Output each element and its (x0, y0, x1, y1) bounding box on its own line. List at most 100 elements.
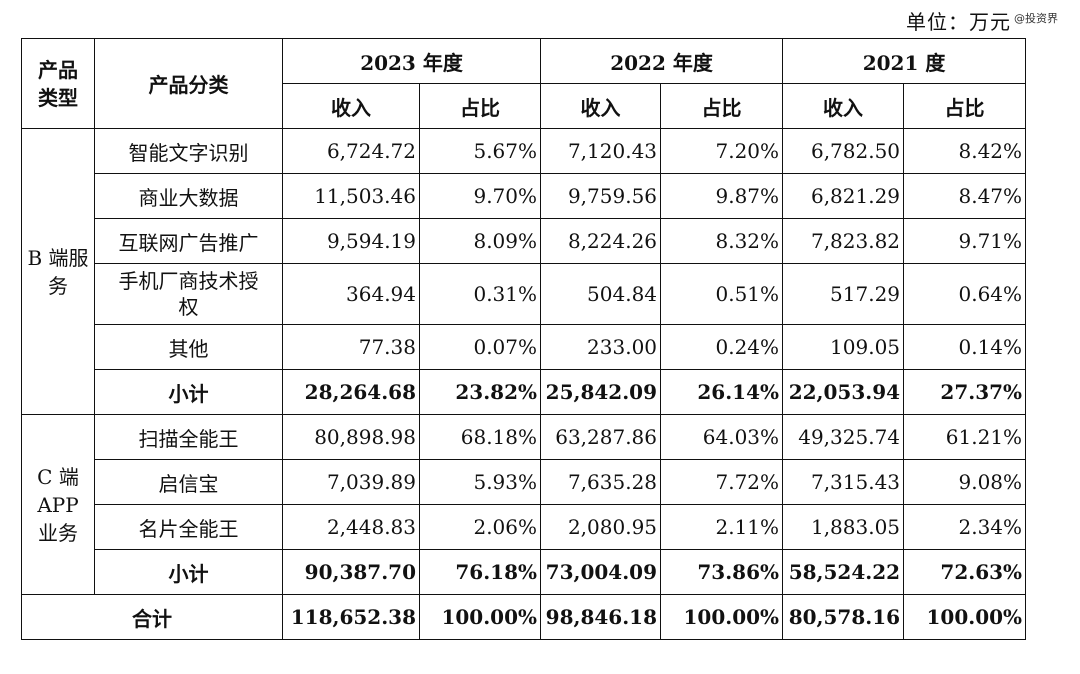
share-cell: 100.00% (418, 594, 542, 640)
share-cell: 7.20% (660, 128, 784, 174)
share-cell: 0.64% (903, 263, 1027, 325)
revenue-cell: 9,594.19 (282, 218, 420, 264)
revenue-cell: 73,004.09 (540, 549, 662, 595)
revenue-cell: 28,264.68 (282, 369, 420, 415)
revenue-cell: 7,823.82 (782, 218, 905, 264)
category-cell: 扫描全能王 (94, 414, 283, 460)
category-cell: 启信宝 (94, 459, 283, 505)
revenue-cell: 22,053.94 (782, 369, 905, 415)
revenue-cell: 7,039.89 (282, 459, 420, 505)
table-row: 名片全能王 2,448.83 2.06% 2,080.95 2.11% 1,88… (22, 504, 1027, 550)
share-cell: 9.71% (903, 218, 1027, 264)
category-cell: 名片全能王 (94, 504, 283, 550)
category-cell: 商业大数据 (94, 173, 283, 219)
revenue-cell: 517.29 (782, 263, 905, 325)
table-row: 其他 77.38 0.07% 233.00 0.24% 109.05 0.14% (22, 324, 1027, 370)
revenue-cell: 80,898.98 (282, 414, 420, 460)
share-cell: 8.09% (418, 218, 542, 264)
watermark-logo: @投资界 (1014, 12, 1058, 25)
revenue-cell: 90,387.70 (282, 549, 420, 595)
revenue-header: 收入 (282, 83, 420, 129)
share-cell: 72.63% (903, 549, 1027, 595)
revenue-table: 产品 类型 产品分类 2023 年度 2022 年度 2021 度 收入 占比 收… (21, 38, 1027, 640)
group-label-c: C 端 APP 业务 (21, 414, 95, 595)
group-label-b: B 端服务 (21, 128, 95, 415)
share-header: 占比 (660, 83, 784, 129)
share-cell: 2.11% (660, 504, 784, 550)
revenue-cell: 2,448.83 (282, 504, 420, 550)
share-cell: 2.34% (903, 504, 1027, 550)
header-row-years: 产品 类型 产品分类 2023 年度 2022 年度 2021 度 (21, 38, 1027, 129)
subtotal-label: 小计 (94, 369, 283, 415)
year-header-2023: 2023 年度 (281, 38, 542, 84)
share-cell: 76.18% (418, 549, 542, 595)
share-header: 占比 (903, 83, 1027, 129)
share-cell: 2.06% (418, 504, 542, 550)
share-cell: 73.86% (660, 549, 784, 595)
share-cell: 8.47% (903, 173, 1027, 219)
year-header-2022: 2022 年度 (540, 38, 784, 84)
share-cell: 0.14% (903, 324, 1027, 370)
subtotal-label: 小计 (94, 549, 283, 595)
table-row: 启信宝 7,039.89 5.93% 7,635.28 7.72% 7,315.… (22, 459, 1027, 505)
year-header-2021: 2021 度 (782, 38, 1027, 84)
share-cell: 9.70% (418, 173, 542, 219)
subtotal-row: 小计 90,387.70 76.18% 73,004.09 73.86% 58,… (22, 549, 1027, 595)
share-cell: 5.93% (418, 459, 542, 505)
share-cell: 100.00% (660, 594, 784, 640)
share-cell: 5.67% (418, 128, 542, 174)
revenue-cell: 504.84 (540, 263, 662, 325)
table-row: 手机厂商技术授权 364.94 0.31% 504.84 0.51% 517.2… (22, 263, 1027, 325)
table-row: 互联网广告推广 9,594.19 8.09% 8,224.26 8.32% 7,… (22, 218, 1027, 264)
revenue-cell: 98,846.18 (540, 594, 662, 640)
unit-label: 单位：万元 (906, 10, 1011, 34)
revenue-cell: 77.38 (282, 324, 420, 370)
revenue-cell: 7,635.28 (540, 459, 662, 505)
revenue-cell: 233.00 (540, 324, 662, 370)
category-cell: 智能文字识别 (94, 128, 283, 174)
revenue-cell: 6,782.50 (782, 128, 905, 174)
revenue-cell: 58,524.22 (782, 549, 905, 595)
category-cell: 手机厂商技术授权 (94, 263, 283, 325)
share-cell: 27.37% (903, 369, 1027, 415)
share-cell: 23.82% (418, 369, 542, 415)
revenue-cell: 7,120.43 (540, 128, 662, 174)
revenue-cell: 118,652.38 (282, 594, 420, 640)
revenue-cell: 25,842.09 (540, 369, 662, 415)
subtotal-row: 小计 28,264.68 23.82% 25,842.09 26.14% 22,… (22, 369, 1027, 415)
share-cell: 26.14% (660, 369, 784, 415)
share-cell: 0.07% (418, 324, 542, 370)
revenue-cell: 2,080.95 (540, 504, 662, 550)
category-header: 产品分类 (94, 38, 283, 129)
category-cell: 互联网广告推广 (94, 218, 283, 264)
revenue-cell: 7,315.43 (782, 459, 905, 505)
revenue-cell: 9,759.56 (540, 173, 662, 219)
revenue-cell: 364.94 (282, 263, 420, 325)
share-cell: 8.32% (660, 218, 784, 264)
total-label: 合计 (21, 594, 283, 640)
share-cell: 8.42% (903, 128, 1027, 174)
category-cell: 其他 (94, 324, 283, 370)
revenue-header: 收入 (540, 83, 662, 129)
share-cell: 9.08% (903, 459, 1027, 505)
revenue-cell: 49,325.74 (782, 414, 905, 460)
table-row: B 端服务 智能文字识别 6,724.72 5.67% 7,120.43 7.2… (21, 128, 1027, 415)
revenue-cell: 6,821.29 (782, 173, 905, 219)
revenue-cell: 6,724.72 (282, 128, 420, 174)
revenue-cell: 109.05 (782, 324, 905, 370)
revenue-header: 收入 (782, 83, 905, 129)
share-cell: 0.24% (660, 324, 784, 370)
share-cell: 9.87% (660, 173, 784, 219)
share-cell: 0.31% (418, 263, 542, 325)
share-cell: 64.03% (660, 414, 784, 460)
type-header: 产品 类型 (21, 38, 95, 129)
revenue-cell: 11,503.46 (282, 173, 420, 219)
revenue-cell: 63,287.86 (540, 414, 662, 460)
table-row: 商业大数据 11,503.46 9.70% 9,759.56 9.87% 6,8… (22, 173, 1027, 219)
total-row: 合计 118,652.38 100.00% 98,846.18 100.00% … (21, 594, 1027, 640)
share-cell: 0.51% (660, 263, 784, 325)
share-header: 占比 (418, 83, 542, 129)
table-row: C 端 APP 业务 扫描全能王 80,898.98 68.18% 63,287.8… (21, 414, 1027, 595)
revenue-cell: 1,883.05 (782, 504, 905, 550)
share-cell: 61.21% (903, 414, 1027, 460)
